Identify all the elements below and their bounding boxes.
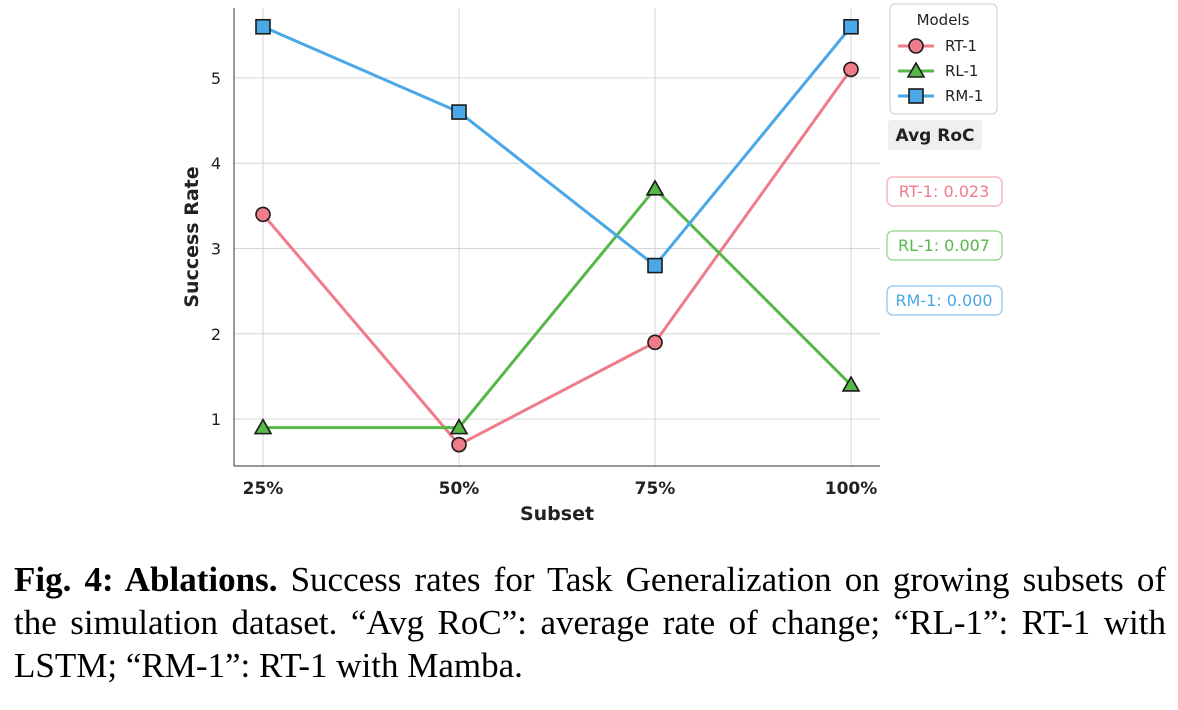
legend-marker-rt-1 [908, 38, 924, 54]
point-rm-1-1 [255, 18, 271, 35]
avg-roc-badge-box [886, 285, 1003, 316]
legend-marker-rl-1 [906, 61, 926, 78]
figure-caption: Fig. 4: Ablations. Success rates for Tas… [14, 558, 1166, 687]
x-tick-label: 100% [825, 479, 878, 499]
avg-roc-heading-bg [888, 120, 982, 150]
y-tick-label: 5 [211, 69, 221, 88]
point-rt-1-4 [843, 61, 859, 78]
line-rl-1 [263, 187, 853, 430]
point-rl-1-3 [645, 179, 665, 196]
avg-roc-badge: RL-1: 0.007 [898, 236, 990, 255]
avg-roc-annotations: Avg RoC RT-1: 0.023 RL-1: 0.007 RM-1: 0.000 [886, 120, 1003, 316]
legend-label: RM-1 [945, 87, 983, 105]
y-axis-ticks: 1 2 3 4 5 [211, 69, 221, 429]
axes [233, 8, 880, 467]
x-tick-label: 25% [243, 479, 284, 499]
legend-marker-rm-1 [908, 88, 924, 104]
grid-lines [234, 8, 880, 466]
legend-title: Models [917, 11, 970, 29]
data-series [253, 18, 861, 453]
x-axis-ticks: 25% 50% 75% 100% [243, 479, 878, 499]
avg-roc-badge-box [886, 176, 1003, 207]
line-rt-1 [261, 68, 853, 447]
legend: Models RT-1 RL-1 RM-1 [889, 3, 998, 115]
point-rt-1-2 [451, 436, 467, 453]
legend-box [889, 3, 998, 115]
series-rl-1 [253, 179, 861, 435]
avg-roc-badge: RT-1: 0.023 [899, 182, 990, 201]
y-tick-label: 2 [211, 325, 221, 344]
series-rt-1 [255, 61, 859, 453]
avg-roc-badge: RM-1: 0.000 [895, 291, 992, 310]
point-rt-1-1 [255, 206, 271, 223]
point-rm-1-2 [451, 104, 467, 120]
point-rt-1-3 [647, 334, 663, 351]
y-axis-title: Success Rate [181, 166, 203, 307]
x-tick-label: 50% [439, 479, 480, 499]
legend-label: RT-1 [945, 37, 977, 55]
avg-roc-badge-box [886, 230, 1003, 261]
x-axis-title: Subset [520, 503, 594, 525]
caption-text: Success rates for Task Generalization on… [14, 560, 1166, 685]
y-tick-label: 3 [211, 240, 221, 259]
y-tick-label: 4 [211, 154, 221, 173]
caption-label: Fig. 4: Ablations. [14, 560, 278, 599]
point-rm-1-3 [647, 257, 663, 274]
point-rl-1-2 [449, 418, 469, 435]
point-rm-1-4 [843, 18, 859, 35]
x-tick-label: 75% [635, 479, 676, 499]
point-rl-1-1 [253, 418, 273, 435]
series-rm-1 [255, 18, 859, 274]
avg-roc-heading: Avg RoC [896, 126, 975, 146]
legend-label: RL-1 [945, 62, 978, 80]
y-tick-label: 1 [211, 410, 221, 429]
point-rl-1-4 [841, 375, 861, 392]
line-rm-1 [262, 25, 853, 268]
